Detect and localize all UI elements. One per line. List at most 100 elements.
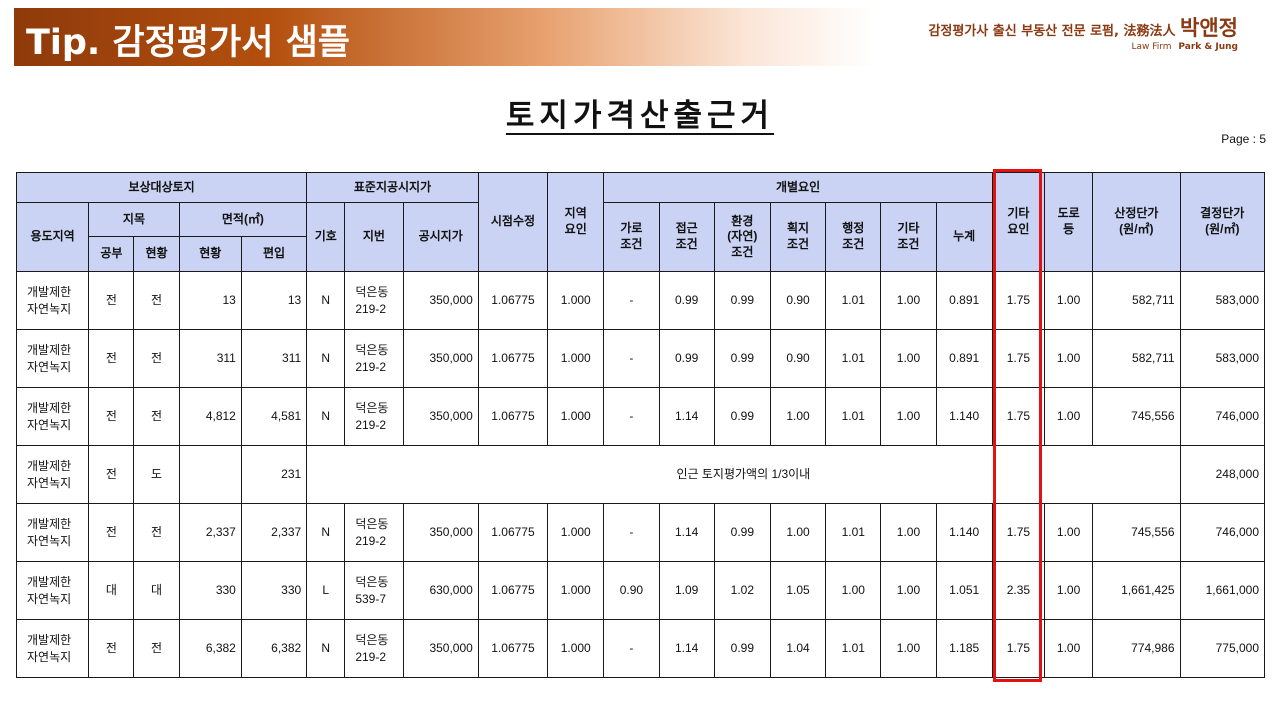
- cell-register: 대: [88, 561, 135, 620]
- cell-regional-factor: 1.000: [547, 619, 605, 678]
- cell-symbol: L: [306, 561, 346, 620]
- cell-access-condition: 1.14: [658, 387, 715, 446]
- cell-register: 전: [88, 445, 135, 504]
- cell-other-condition: 1.00: [880, 329, 937, 388]
- cell-zone: 개발제한 자연녹지: [15, 271, 90, 330]
- cell-environment-condition: 1.02: [713, 561, 771, 620]
- land-price-table: 보상대상토지 표준지공시지가 시점수정 지역 요인 개별요인 기타 요인 도로 …: [15, 172, 1266, 678]
- header-street-condition: 가로 조건: [603, 202, 660, 272]
- cell-final-unit-price: 1,661,000: [1179, 561, 1266, 620]
- cell-final-unit-price: 583,000: [1179, 329, 1266, 388]
- cell-area-actual: 4,812: [178, 387, 242, 446]
- cell-symbol: N: [306, 271, 346, 330]
- cell-other-factor: 2.35: [991, 561, 1046, 620]
- cell-lot-number: 덕은동 219-2: [344, 503, 404, 562]
- cell-area-actual: 6,382: [178, 619, 242, 678]
- header-other-condition: 기타 조건: [880, 202, 937, 272]
- brand-hanja: 法務法人: [1123, 24, 1176, 39]
- table-row: 개발제한 자연녹지 대 대 330 330 L 덕은동 539-7 630,00…: [15, 561, 1266, 620]
- header-regional-factor: 지역 요인: [547, 172, 605, 272]
- cell-cumulative: 1.185: [935, 619, 993, 678]
- cell-lot-number: 덕은동 219-2: [344, 271, 404, 330]
- cell-computed-unit-price: 745,556: [1092, 387, 1181, 446]
- cell-access-condition: 1.14: [658, 503, 715, 562]
- document-title: 토지가격산출근거: [0, 90, 1280, 135]
- cell-symbol: N: [306, 503, 346, 562]
- tip-banner: Tip. 감정평가서 샘플: [14, 8, 874, 66]
- cell-time-adjustment: 1.06775: [477, 271, 549, 330]
- cell-posted-price: 350,000: [402, 503, 479, 562]
- cell-actual: 도: [133, 445, 180, 504]
- cell-lot-number: 덕은동 219-2: [344, 619, 404, 678]
- cell-area-included: 330: [240, 561, 308, 620]
- cell-regional-factor: 1.000: [547, 503, 605, 562]
- tip-title: Tip. 감정평가서 샘플: [26, 23, 350, 63]
- cell-street-condition: -: [603, 503, 660, 562]
- cell-street-condition: -: [603, 271, 660, 330]
- cell-other-condition: 1.00: [880, 271, 937, 330]
- cell-admin-condition: 1.01: [825, 387, 882, 446]
- table-row: 개발제한 자연녹지 전 전 311 311 N 덕은동 219-2 350,00…: [15, 329, 1266, 388]
- cell-regional-factor: 1.000: [547, 387, 605, 446]
- table-row: 개발제한 자연녹지 전 도 231 인근 토지평가액의 1/3이내 248,00…: [15, 445, 1266, 504]
- brand-sub-label: Law Firm: [1131, 42, 1172, 52]
- cell-cumulative: 1.140: [935, 387, 993, 446]
- cell-area-included: 6,382: [240, 619, 308, 678]
- cell-lot-condition: 1.04: [769, 619, 827, 678]
- cell-symbol: N: [306, 329, 346, 388]
- table-row: 개발제한 자연녹지 전 전 4,812 4,581 N 덕은동 219-2 35…: [15, 387, 1266, 446]
- cell-final-unit-price: 746,000: [1179, 503, 1266, 562]
- cell-lot-number: 덕은동 219-2: [344, 329, 404, 388]
- cell-symbol: N: [306, 387, 346, 446]
- cell-actual: 전: [133, 503, 180, 562]
- header-computed-unit-price: 산정단가 (원/㎡): [1092, 172, 1181, 272]
- cell-time-adjustment: 1.06775: [477, 387, 549, 446]
- cell-posted-price: 350,000: [402, 329, 479, 388]
- header-symbol: 기호: [306, 202, 346, 272]
- cell-regional-factor: 1.000: [547, 329, 605, 388]
- cell-regional-factor: 1.000: [547, 271, 605, 330]
- cell-register: 전: [88, 503, 135, 562]
- cell-access-condition: 0.99: [658, 329, 715, 388]
- cell-zone: 개발제한 자연녹지: [15, 619, 90, 678]
- cell-zone: 개발제한 자연녹지: [15, 445, 90, 504]
- cell-regional-factor: 1.000: [547, 561, 605, 620]
- cell-zone: 개발제한 자연녹지: [15, 329, 90, 388]
- cell-actual: 전: [133, 619, 180, 678]
- cell-other-condition: 1.00: [880, 561, 937, 620]
- cell-final-unit-price: 248,000: [1179, 445, 1266, 504]
- cell-other-factor: 1.75: [991, 387, 1046, 446]
- cell-zone: 개발제한 자연녹지: [15, 387, 90, 446]
- cell-area-actual: 330: [178, 561, 242, 620]
- cell-posted-price: 350,000: [402, 387, 479, 446]
- cell-lot-number: 덕은동 539-7: [344, 561, 404, 620]
- cell-admin-condition: 1.00: [825, 561, 882, 620]
- cell-area-included: 231: [240, 445, 308, 504]
- cell-zone: 개발제한 자연녹지: [15, 561, 90, 620]
- cell-register: 전: [88, 619, 135, 678]
- header-admin-condition: 행정 조건: [825, 202, 882, 272]
- cell-street-condition: -: [603, 619, 660, 678]
- cell-register: 전: [88, 329, 135, 388]
- header-area: 면적(㎡): [178, 202, 308, 237]
- cell-symbol: N: [306, 619, 346, 678]
- header-final-unit-price: 결정단가 (원/㎡): [1179, 172, 1266, 272]
- cell-admin-condition: 1.01: [825, 619, 882, 678]
- cell-road-adjustment: 1.00: [1044, 619, 1094, 678]
- cell-road-adjustment: 1.00: [1044, 387, 1094, 446]
- cell-environment-condition: 0.99: [713, 329, 771, 388]
- cell-lot-condition: 1.00: [769, 503, 827, 562]
- cell-other-condition: 1.00: [880, 619, 937, 678]
- brand-tagline: 감정평가사 출신 부동산 전문 로펌,: [928, 24, 1119, 39]
- header-posted-price: 공시지가: [402, 202, 479, 272]
- table-row: 개발제한 자연녹지 전 전 6,382 6,382 N 덕은동 219-2 35…: [15, 619, 1266, 678]
- brand-sub-name: Park & Jung: [1178, 42, 1238, 52]
- header-land-category: 지목: [88, 202, 180, 237]
- cell-road-adjustment: 1.00: [1044, 503, 1094, 562]
- cell-area-included: 13: [240, 271, 308, 330]
- highlight-box-other-factor: [993, 169, 1042, 682]
- cell-note: 인근 토지평가액의 1/3이내: [306, 445, 1181, 504]
- cell-cumulative: 0.891: [935, 329, 993, 388]
- cell-cumulative: 1.140: [935, 503, 993, 562]
- brand-name: 박앤정: [1180, 16, 1238, 40]
